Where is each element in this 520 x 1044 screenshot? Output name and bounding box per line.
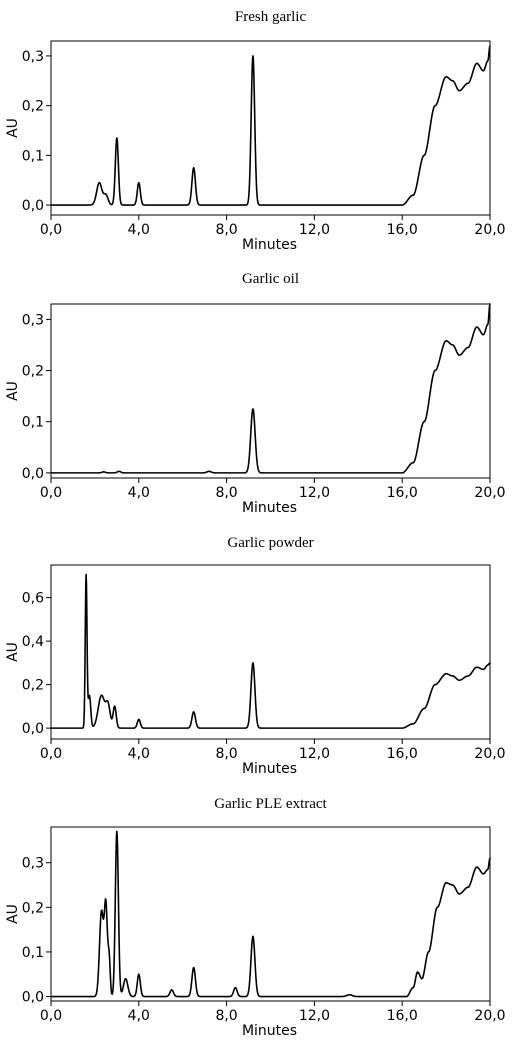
y-tick-label: 0,2 [22,678,44,694]
plot-frame [50,564,491,740]
x-tick-label: 12,0 [299,485,330,501]
x-tick-label: 0,0 [40,222,62,238]
y-tick-label: 0,6 [22,591,44,607]
y-tick-label: 0,1 [22,415,44,431]
chart-title: Garlic PLE extract [214,796,327,812]
plot-frame [50,40,491,216]
y-tick-label: 0,1 [22,945,44,961]
x-tick-label: 16,0 [387,485,418,501]
x-tick-label: 16,0 [387,1008,418,1024]
chromatogram-trace [50,573,491,729]
y-axis-label: AU [5,642,21,662]
x-axis-label: Minutes [242,237,297,253]
y-tick-label: 0,3 [22,856,44,872]
x-axis-label: Minutes [242,761,297,777]
x-tick-label: 8,0 [215,222,237,238]
x-tick-label: 4,0 [128,746,150,762]
x-tick-label: 8,0 [215,746,237,762]
y-tick-label: 0,0 [22,466,44,482]
x-tick-label: 20,0 [474,746,505,762]
x-tick-label: 20,0 [474,485,505,501]
x-tick-label: 0,0 [40,746,62,762]
chromatogram-trace [50,45,491,206]
y-tick-label: 0,0 [22,990,44,1006]
y-axis-label: AU [5,904,21,924]
y-tick-label: 0,3 [22,49,44,65]
y-tick-label: 0,0 [22,721,44,737]
x-tick-label: 12,0 [299,1008,330,1024]
y-tick-label: 0,2 [22,364,44,380]
y-axis-label: AU [5,381,21,401]
plot-frame [50,303,491,479]
x-tick-label: 8,0 [215,1008,237,1024]
chart-title: Garlic oil [242,271,299,287]
y-axis-label: AU [5,118,21,138]
x-tick-label: 12,0 [299,746,330,762]
x-tick-label: 12,0 [299,222,330,238]
x-tick-label: 0,0 [40,1008,62,1024]
chromatogram-trace [50,303,491,474]
x-axis-label: Minutes [242,1023,297,1039]
plot-frame [50,826,491,1002]
y-tick-label: 0,2 [22,900,44,916]
y-tick-label: 0,1 [22,148,44,164]
chart-title: Garlic powder [227,535,313,551]
x-tick-label: 20,0 [474,1008,505,1024]
y-tick-label: 0,3 [22,312,44,328]
x-tick-label: 8,0 [215,485,237,501]
y-tick-label: 0,0 [22,198,44,214]
x-axis-label: Minutes [242,500,297,516]
y-tick-label: 0,4 [22,634,44,650]
y-tick-label: 0,2 [22,99,44,115]
x-tick-label: 4,0 [128,1008,150,1024]
x-tick-label: 16,0 [387,746,418,762]
x-tick-label: 4,0 [128,222,150,238]
x-tick-label: 16,0 [387,222,418,238]
chromatogram-trace [50,830,491,998]
chart-title: Fresh garlic [235,9,307,25]
x-tick-label: 4,0 [128,485,150,501]
x-tick-label: 20,0 [474,222,505,238]
x-tick-label: 0,0 [40,485,62,501]
